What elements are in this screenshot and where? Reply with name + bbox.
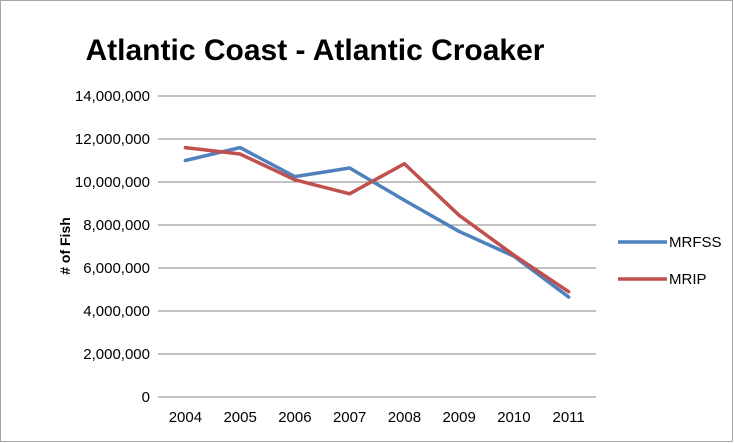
y-tick-label: 14,000,000 [75,88,150,105]
data-point-mrfss [402,198,406,202]
data-point-mrip [402,162,406,166]
data-point-mrip [293,178,297,182]
x-tick-label: 2006 [278,409,311,426]
x-tick-label: 2004 [169,409,202,426]
y-tick-label: 4,000,000 [83,303,150,320]
x-tick-label: 2005 [223,409,256,426]
data-point-mrfss [348,166,352,170]
legend-label-mrfss: MRFSS [669,234,722,251]
series-line-mrfss [183,145,571,299]
y-tick-label: 10,000,000 [75,174,150,191]
x-tick-label: 2011 [552,409,584,426]
x-tick-label: 2009 [442,409,475,426]
data-point-mrip [348,192,352,196]
legend: MRFSS MRIP [618,234,722,288]
data-point-mrfss [457,229,461,233]
data-point-mrip [512,253,516,257]
data-point-mrfss [293,175,297,179]
y-tick-label: 12,000,000 [75,131,150,148]
data-point-mrfss [567,295,571,299]
chart-title: Atlantic Coast - Atlantic Croaker [86,34,545,67]
data-point-mrip [238,152,242,156]
y-tick-label: 6,000,000 [83,260,150,277]
y-axis-label: # of Fish [57,217,73,275]
series-lines [183,145,571,299]
x-tick-label: 2010 [497,409,530,426]
data-point-mrip [457,213,461,217]
series-line-mrip [183,145,571,294]
data-point-mrfss [183,159,187,162]
y-tick-label: 2,000,000 [83,346,150,363]
gridlines [158,95,596,398]
data-point-mrfss [238,146,242,150]
y-tick-label: 0 [142,389,150,406]
x-tick-label: 2007 [333,409,366,426]
data-point-mrip [183,146,187,150]
y-tick-label: 8,000,000 [83,217,150,234]
legend-label-mrip: MRIP [669,271,707,288]
y-axis-ticks: 0 2,000,000 4,000,000 6,000,000 8,000,000 10,… [75,88,150,406]
data-point-mrip [567,290,571,294]
x-tick-label: 2008 [388,409,421,426]
x-axis-ticks: 2004 2005 2006 2007 2008 2009 2010 2011 [169,409,585,426]
